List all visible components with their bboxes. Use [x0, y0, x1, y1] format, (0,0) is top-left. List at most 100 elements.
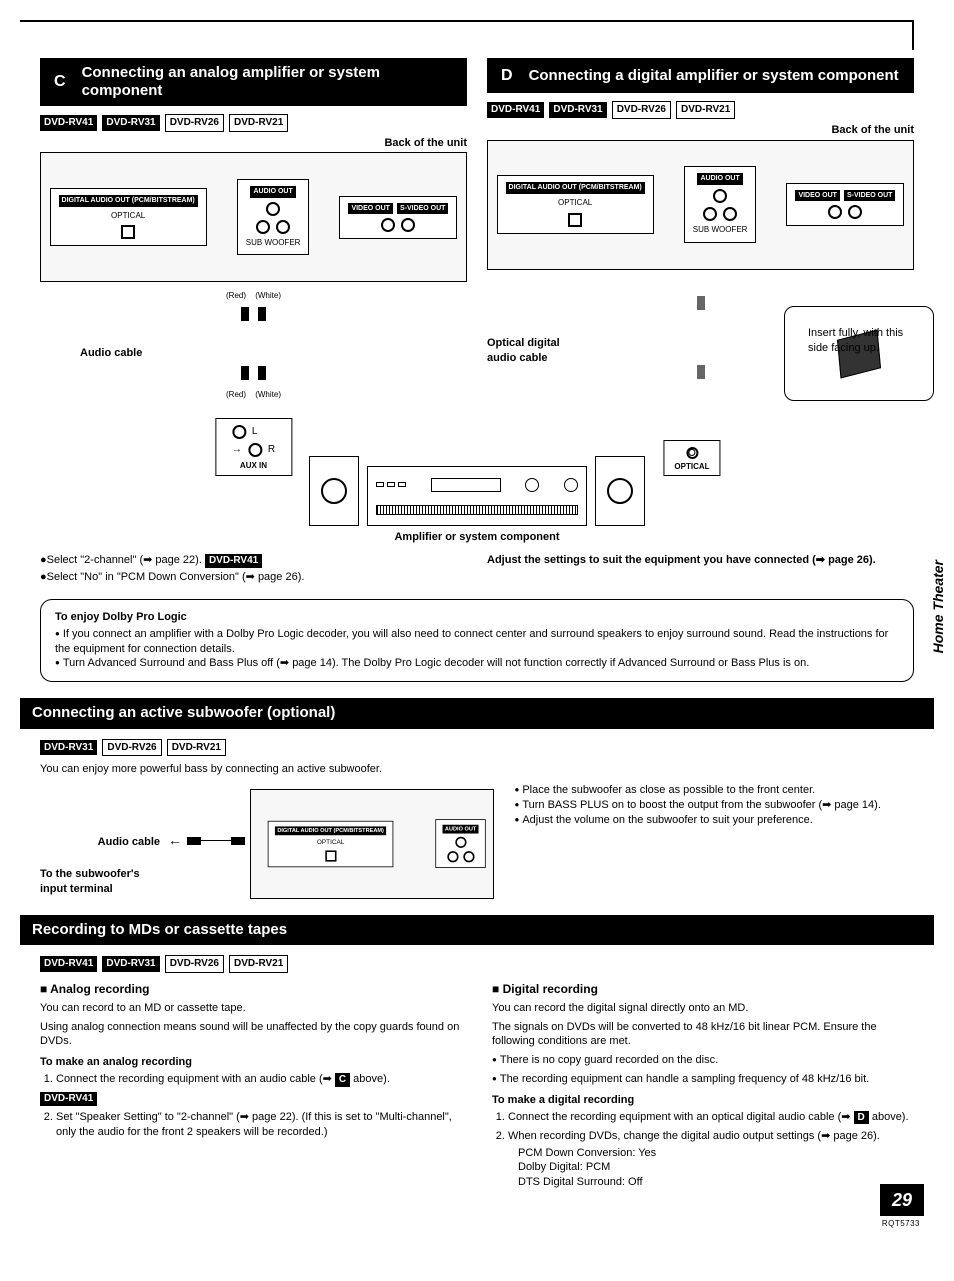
digital-recording-title: ■ Digital recording: [492, 981, 914, 997]
white-label: (White): [255, 291, 281, 300]
model-badge: DVD-RV41: [40, 115, 97, 131]
sub-note2: Turn BASS PLUS on to boost the output fr…: [514, 798, 914, 813]
video-jack-icon: [381, 218, 395, 232]
doc-code: RQT5733: [882, 1219, 920, 1230]
back-of-unit-label: Back of the unit: [487, 123, 914, 138]
rca-jack-icon: [713, 189, 727, 203]
optical-jack-icon: [325, 850, 336, 861]
section-d-note1: Adjust the settings to suit the equipmen…: [487, 553, 914, 568]
analog-step2: Set "Speaker Setting" to "2-channel" (➡ …: [56, 1110, 462, 1140]
subwoofer-models: DVD-RV31 DVD-RV26 DVD-RV21: [40, 739, 914, 757]
subwoofer-label: SUB WOOFER: [693, 225, 748, 236]
optical-label: OPTICAL: [558, 198, 592, 209]
section-d-models: DVD-RV41 DVD-RV31 DVD-RV26 DVD-RV21: [487, 101, 914, 119]
rca-jack-icon: [266, 202, 280, 216]
receiver-icon: [367, 466, 587, 526]
section-c-note2: ●Select "No" in "PCM Down Conversion" (➡…: [40, 570, 467, 585]
model-badge-inline: DVD-RV41: [40, 1092, 97, 1106]
amplifier-diagram: [40, 456, 914, 526]
model-badge: DVD-RV21: [229, 955, 288, 973]
optical-label: OPTICAL: [317, 838, 344, 847]
rca-jack-icon: [463, 852, 474, 863]
model-badge: DVD-RV26: [612, 101, 671, 119]
digital-step2: When recording DVDs, change the digital …: [508, 1129, 914, 1190]
svideo-jack-icon: [401, 218, 415, 232]
analog-p1: You can record to an MD or cassette tape…: [40, 1001, 462, 1016]
audio-out-label: AUDIO OUT: [697, 173, 742, 184]
audio-cable-label: Audio cable: [80, 346, 142, 361]
video-jack-icon: [828, 205, 842, 219]
page-number: 29: [880, 1184, 924, 1216]
red-label: (Red): [226, 390, 246, 399]
rca-jack-icon: [723, 207, 737, 221]
video-out-label: VIDEO OUT: [795, 190, 840, 201]
section-c-letter: C: [48, 70, 72, 93]
dolby-tip-box: To enjoy Dolby Pro Logic If you connect …: [40, 599, 914, 682]
model-badge: DVD-RV21: [676, 101, 735, 119]
digital-set3: DTS Digital Surround: Off: [518, 1175, 914, 1190]
model-badge: DVD-RV26: [102, 739, 161, 757]
digital-audio-out-label: DIGITAL AUDIO OUT (PCM/BITSTREAM): [275, 826, 386, 835]
model-badge: DVD-RV26: [165, 955, 224, 973]
side-tab-home-theater: Home Theater: [929, 560, 948, 653]
digital-set1: PCM Down Conversion: Yes: [518, 1146, 914, 1161]
rca-plug-icon: [258, 307, 266, 321]
section-d-title: Connecting a digital amplifier or system…: [529, 67, 899, 85]
section-c-models: DVD-RV41 DVD-RV31 DVD-RV26 DVD-RV21: [40, 114, 467, 132]
subwoofer-label: SUB WOOFER: [246, 238, 301, 249]
rca-plug-icon: [241, 307, 249, 321]
optical-jack-icon: [121, 225, 135, 239]
analog-step1: Connect the recording equipment with an …: [56, 1072, 462, 1087]
sub-audio-cable-label: Audio cable: [98, 836, 160, 848]
rca-jack-icon: [276, 220, 290, 234]
svideo-jack-icon: [848, 205, 862, 219]
model-badge: DVD-RV21: [229, 114, 288, 132]
digital-audio-out-label: DIGITAL AUDIO OUT (PCM/BITSTREAM): [506, 182, 645, 193]
red-label: (Red): [226, 291, 246, 300]
section-c-header: C Connecting an analog amplifier or syst…: [40, 58, 467, 106]
recording-models: DVD-RV41 DVD-RV31 DVD-RV26 DVD-RV21: [40, 955, 914, 973]
model-badge: DVD-RV31: [40, 740, 97, 756]
rca-jack-icon: [455, 837, 466, 848]
recording-header: Recording to MDs or cassette tapes: [20, 915, 934, 945]
analog-p2: Using analog connection means sound will…: [40, 1020, 462, 1050]
optical-cable-label: Optical digital audio cable: [487, 336, 587, 366]
rca-jack-icon: [248, 443, 262, 457]
sub-input-label: To the subwoofer's input terminal: [40, 867, 160, 897]
digital-p2: The signals on DVDs will be converted to…: [492, 1020, 914, 1050]
rca-jack-icon: [447, 852, 458, 863]
video-out-label: VIDEO OUT: [348, 203, 393, 214]
svideo-out-label: S-VIDEO OUT: [844, 190, 896, 201]
digital-set2: Dolby Digital: PCM: [518, 1160, 914, 1175]
subwoofer-diagram: DIGITAL AUDIO OUT (PCM/BITSTREAM) OPTICA…: [250, 789, 494, 899]
digital-sub: To make a digital recording: [492, 1093, 914, 1108]
digital-b2: The recording equipment can handle a sam…: [492, 1072, 914, 1087]
unit-back-diagram-d: DIGITAL AUDIO OUT (PCM/BITSTREAM) OPTICA…: [487, 140, 914, 270]
model-badge: DVD-RV41: [487, 102, 544, 118]
optical-in-box: OPTICAL: [663, 440, 720, 477]
optical-plug-icon: [697, 365, 705, 379]
insert-note: Insert fully, with this side facing up.: [808, 326, 918, 355]
optical-jack-icon: [568, 213, 582, 227]
rca-jack-icon: [256, 220, 270, 234]
rca-jack-icon: [703, 207, 717, 221]
sub-note1: Place the subwoofer as close as possible…: [514, 783, 914, 798]
amplifier-label: Amplifier or system component: [40, 530, 914, 545]
unit-back-diagram-c: DIGITAL AUDIO OUT (PCM/BITSTREAM) OPTICA…: [40, 152, 467, 282]
optical-label: OPTICAL: [111, 211, 145, 222]
model-badge: DVD-RV31: [102, 956, 159, 972]
rca-plug-icon: [258, 366, 266, 380]
model-badge-inline: DVD-RV41: [205, 554, 262, 568]
audio-out-label: AUDIO OUT: [443, 825, 479, 834]
model-badge: DVD-RV31: [102, 115, 159, 131]
back-of-unit-label: Back of the unit: [40, 136, 467, 151]
subwoofer-header: Connecting an active subwoofer (optional…: [20, 698, 934, 728]
model-badge: DVD-RV31: [549, 102, 606, 118]
optical-port-icon: [686, 447, 698, 459]
model-badge: DVD-RV26: [165, 114, 224, 132]
optical-plug-icon: [697, 296, 705, 310]
svideo-out-label: S-VIDEO OUT: [397, 203, 449, 214]
analog-recording-title: ■ Analog recording: [40, 981, 462, 997]
dolby-line1: If you connect an amplifier with a Dolby…: [55, 627, 899, 657]
white-label: (White): [255, 390, 281, 399]
